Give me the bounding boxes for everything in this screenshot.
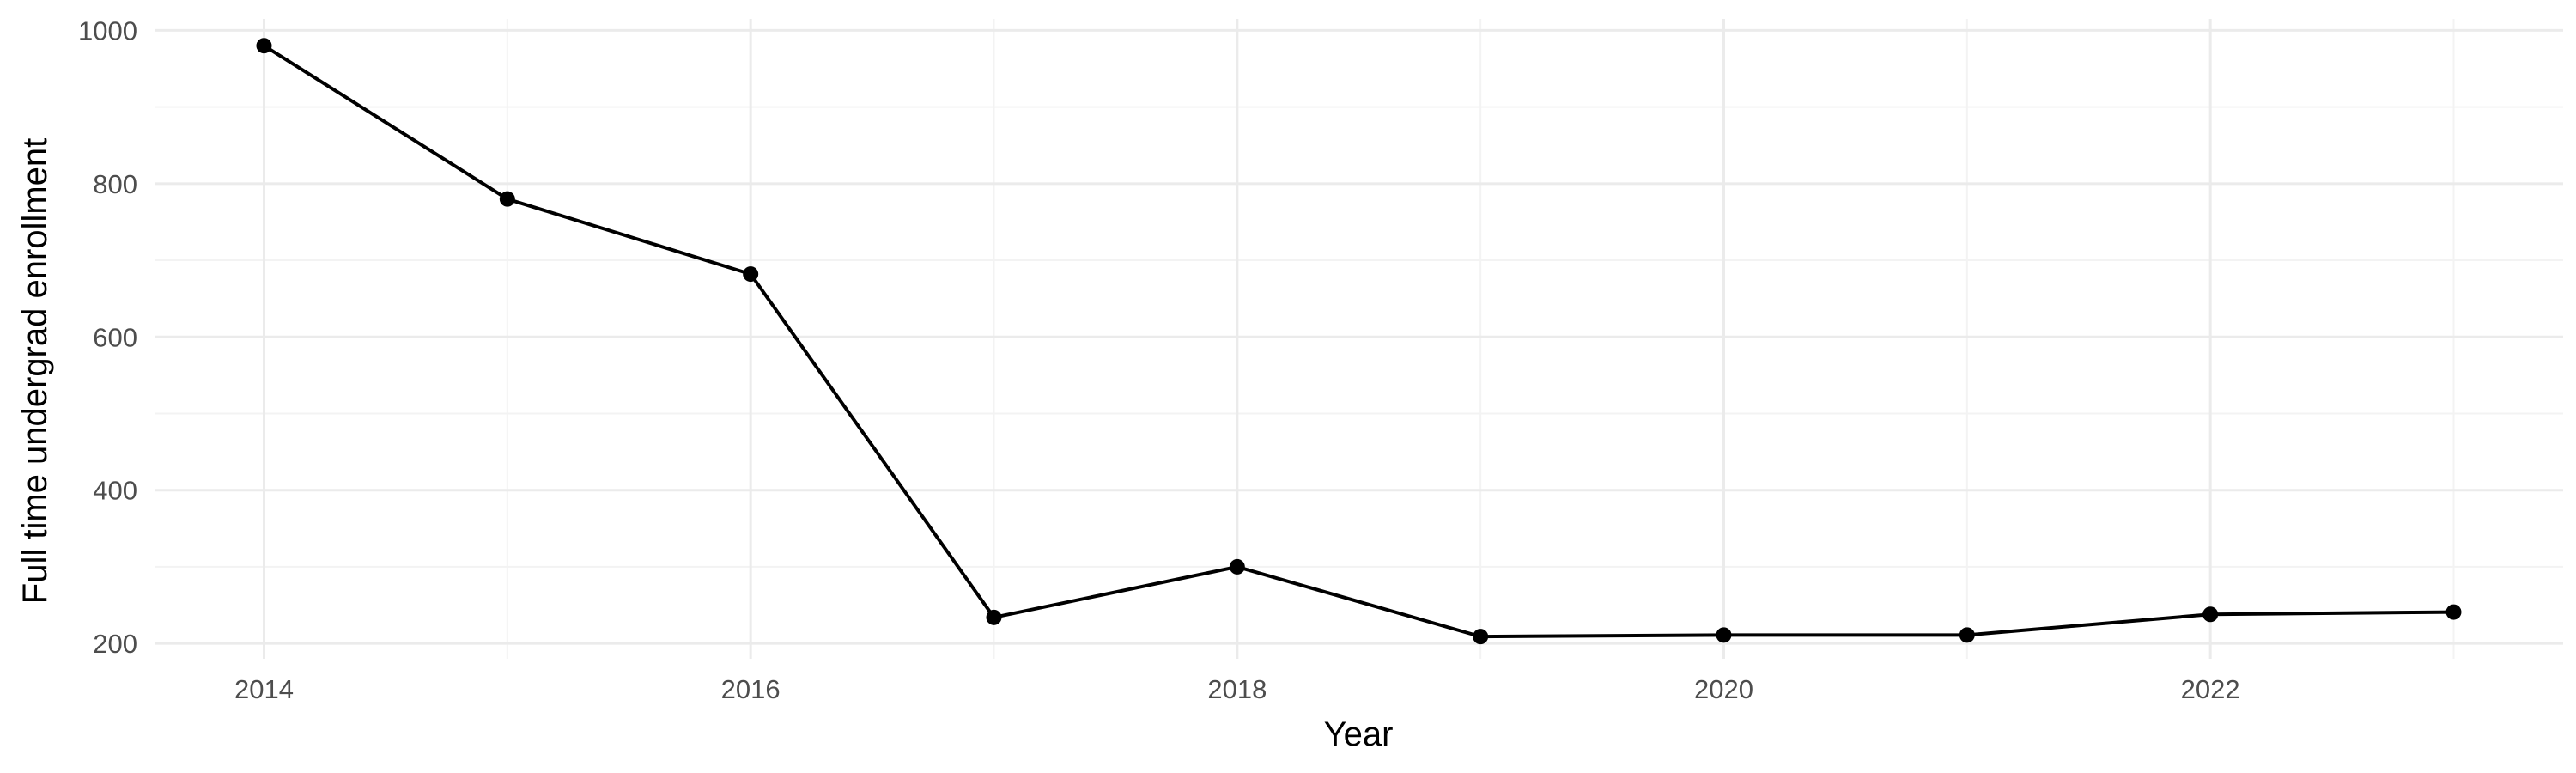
major-gridlines: [155, 19, 2563, 659]
y-tick-label: 600: [93, 322, 137, 352]
data-point: [256, 38, 272, 54]
data-point: [1473, 629, 1489, 645]
x-tick-label: 2020: [1694, 674, 1753, 704]
data-point: [743, 266, 759, 283]
x-axis-title: Year: [1324, 715, 1394, 753]
x-tick-label: 2016: [721, 674, 781, 704]
data-point: [2445, 604, 2462, 620]
x-tick-label: 2018: [1207, 674, 1267, 704]
data-point: [1959, 627, 1975, 643]
y-tick-label: 800: [93, 169, 137, 199]
x-tick-label: 2022: [2181, 674, 2240, 704]
data-point: [1229, 558, 1245, 575]
x-tick-label: 2014: [234, 674, 294, 704]
y-axis-tick-labels: 200 400 600 800 1000: [78, 15, 137, 659]
y-tick-label: 400: [93, 476, 137, 506]
minor-gridlines: [155, 19, 2563, 659]
series-line: [263, 44, 2454, 639]
data-point: [1716, 627, 1732, 643]
y-axis-title: Full time undergrad enrollment: [16, 138, 54, 604]
y-tick-label: 200: [93, 629, 137, 659]
series-layer: [256, 38, 2462, 645]
data-point: [986, 609, 1002, 625]
y-tick-label: 1000: [78, 15, 137, 46]
data-point: [2202, 606, 2219, 623]
x-axis-tick-labels: 2014 2016 2018 2020 2022: [234, 674, 2240, 704]
data-point: [499, 191, 515, 207]
